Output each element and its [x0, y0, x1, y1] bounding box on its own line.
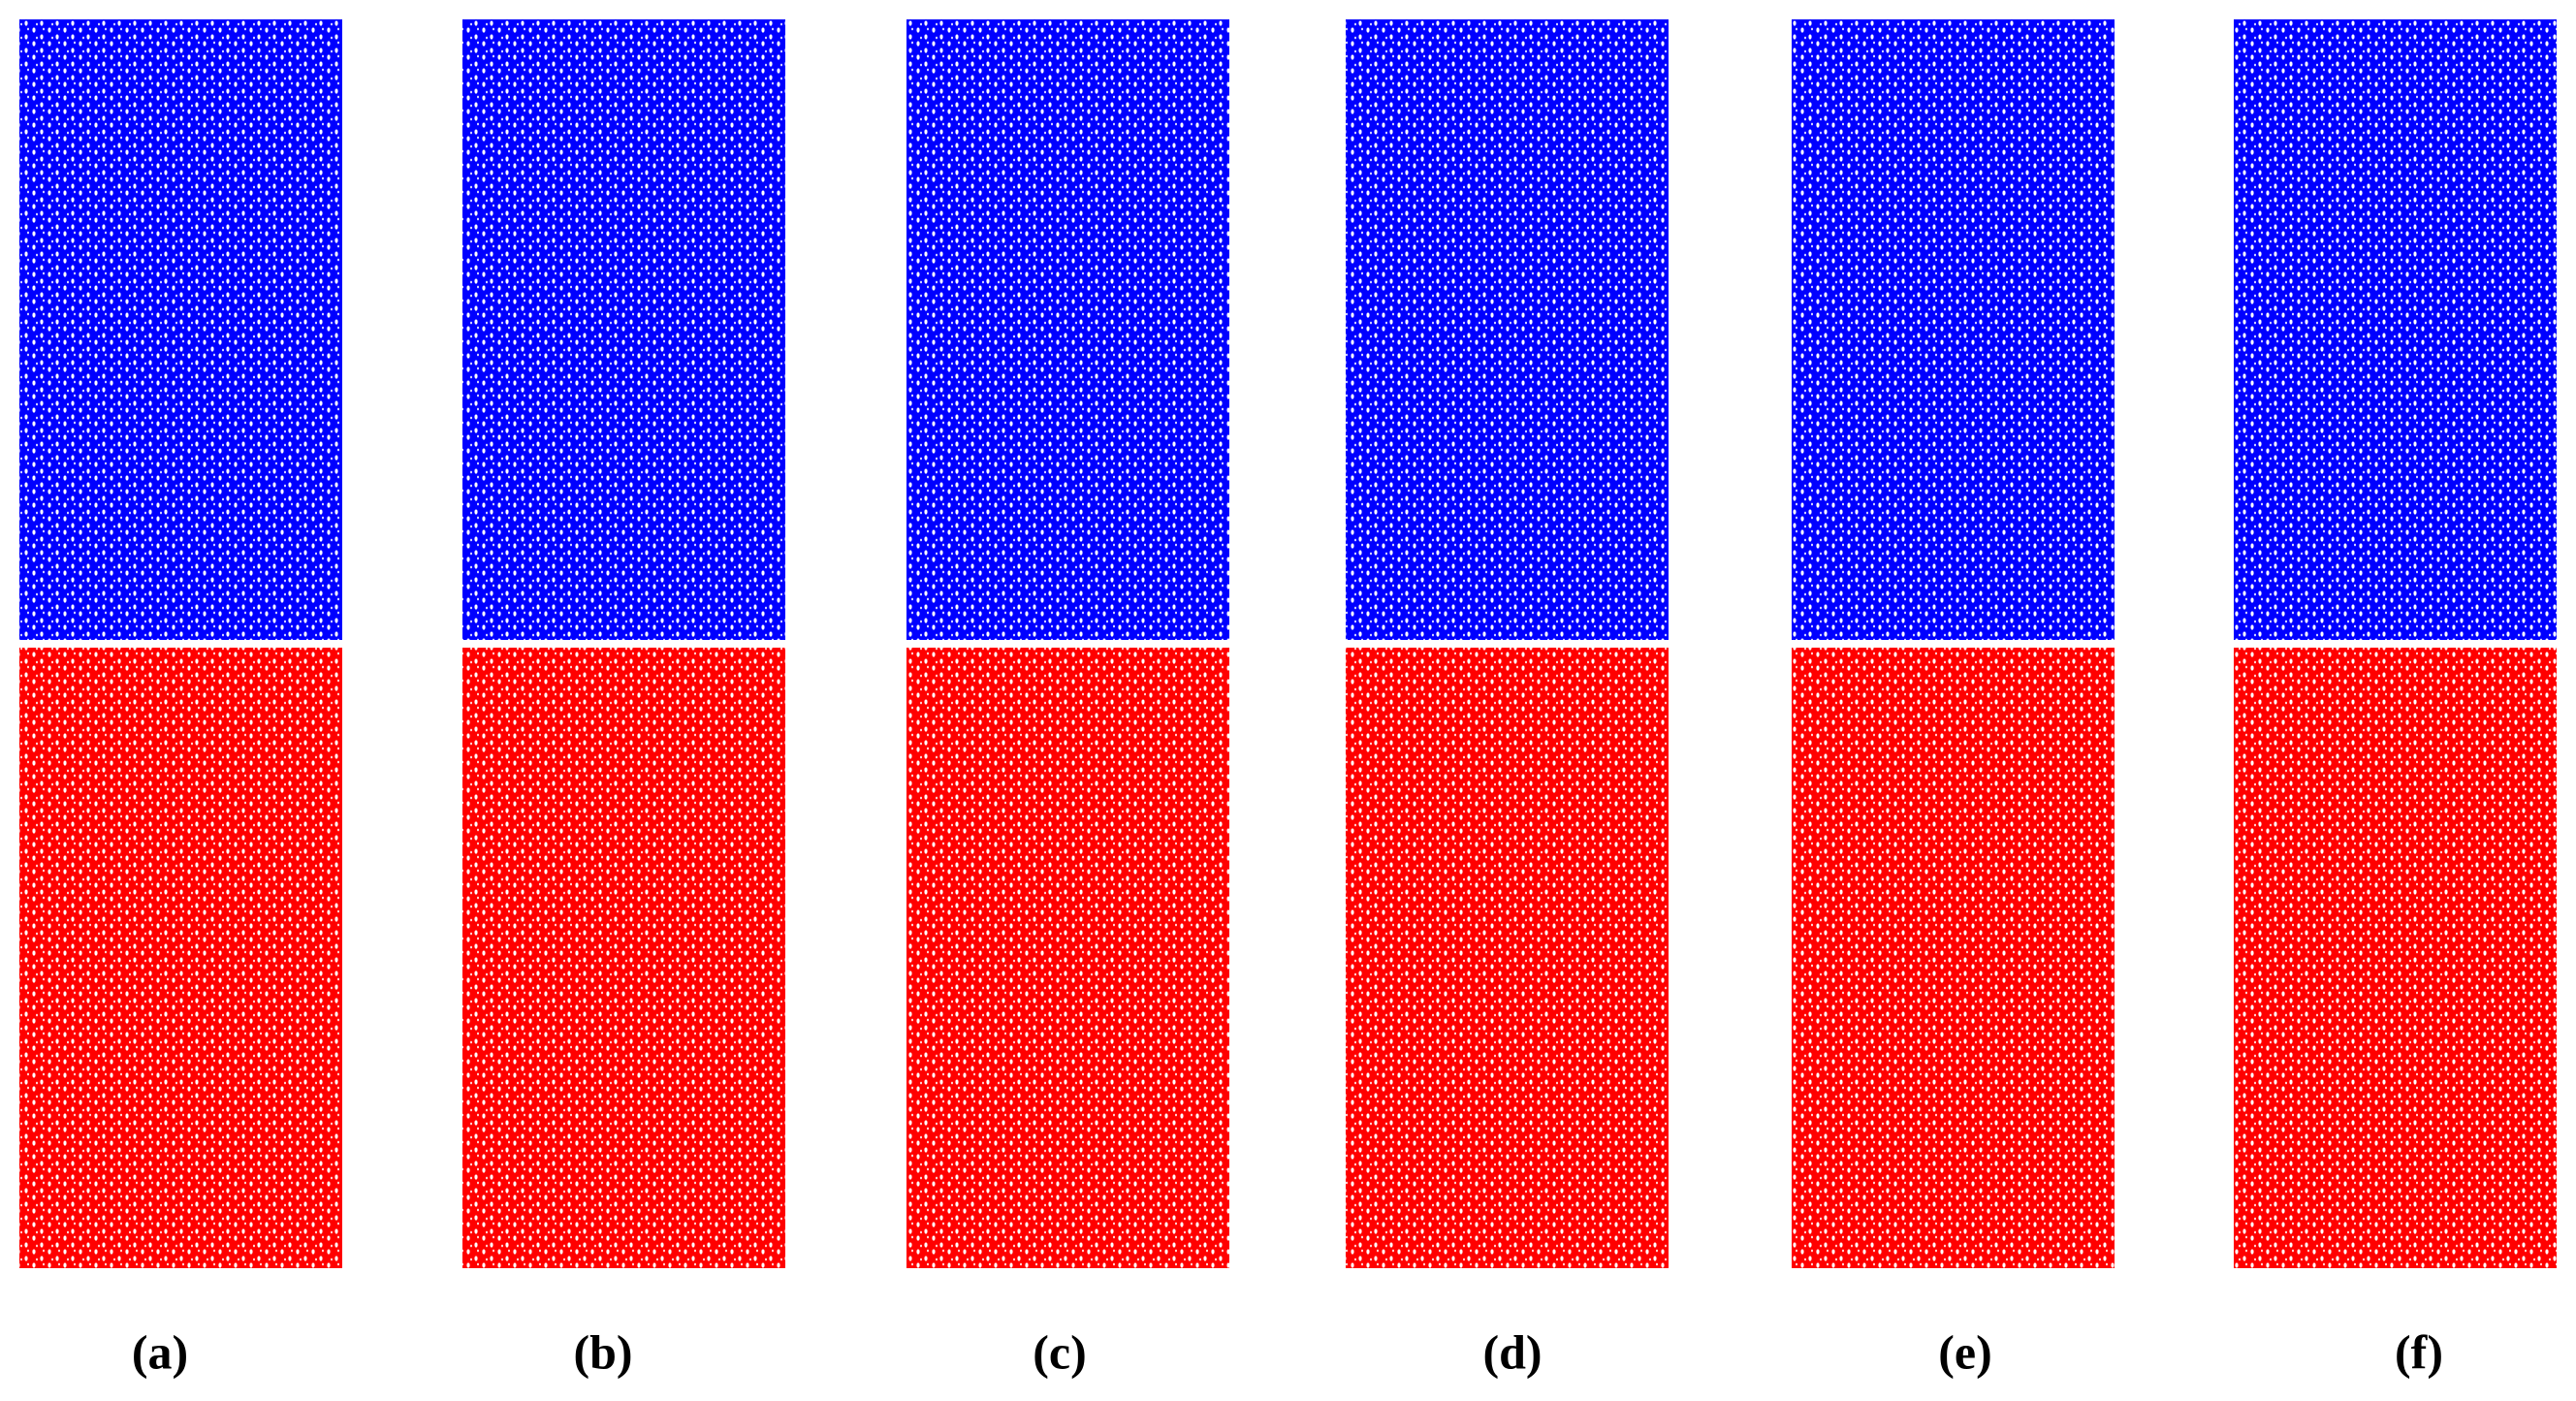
lower-specimen [1792, 648, 2115, 1268]
lower-specimen [2234, 648, 2557, 1268]
lower-specimen [19, 648, 342, 1268]
upper-specimen [1346, 19, 1669, 640]
upper-specimen [906, 19, 1229, 640]
lower-specimen [1346, 648, 1669, 1268]
lower-specimen [906, 648, 1229, 1268]
lower-specimen [462, 648, 785, 1268]
upper-specimen [462, 19, 785, 640]
upper-specimen [19, 19, 342, 640]
panel-label: (a) [132, 1324, 188, 1379]
panel-label: (c) [1033, 1324, 1087, 1379]
panel-label: (b) [573, 1324, 632, 1379]
upper-specimen [1792, 19, 2115, 640]
panel-label: (f) [2395, 1324, 2443, 1379]
panel-label: (e) [1938, 1324, 1992, 1379]
upper-specimen [2234, 19, 2557, 640]
panel-label: (d) [1482, 1324, 1542, 1379]
